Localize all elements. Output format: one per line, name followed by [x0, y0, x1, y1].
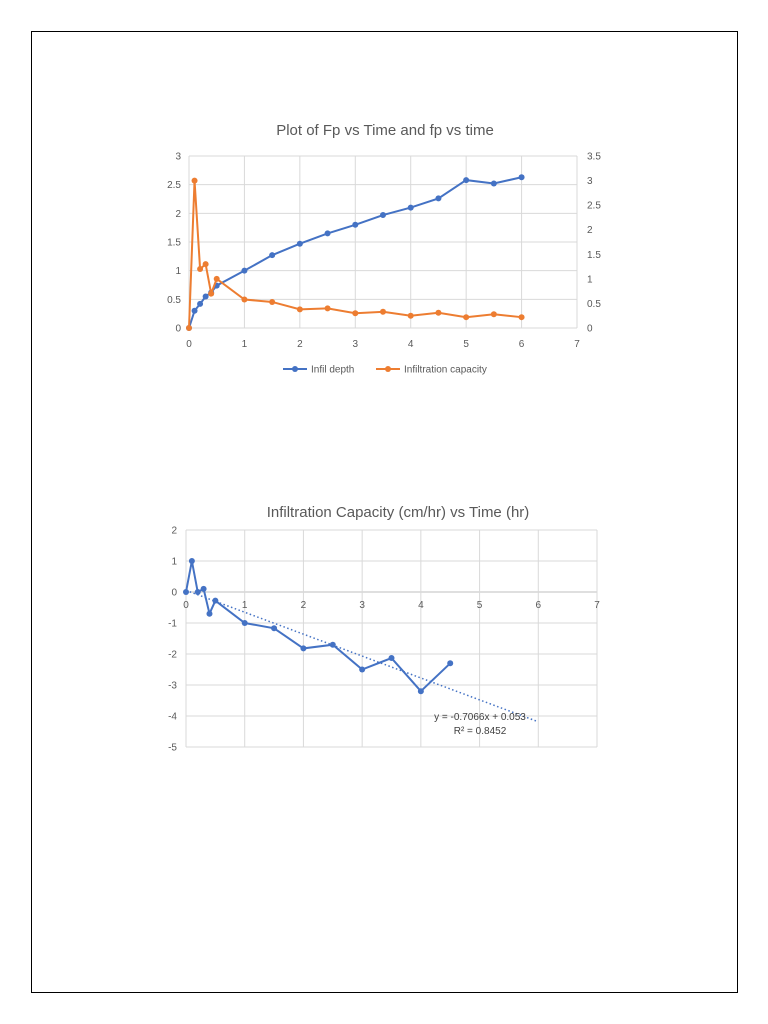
- x-tick-label: 5: [477, 600, 483, 611]
- data-point: [197, 300, 204, 307]
- y-right-tick-label: 3: [587, 176, 593, 187]
- y-left-tick-label: 2: [175, 209, 181, 220]
- y-tick-label: 1: [171, 557, 177, 568]
- x-tick-label: 6: [519, 339, 525, 350]
- data-point: [194, 589, 201, 595]
- y-right-tick-label: 1: [587, 274, 593, 285]
- data-point: [417, 688, 424, 695]
- data-point: [269, 298, 276, 305]
- x-tick-label: 4: [408, 339, 414, 350]
- data-point: [407, 204, 414, 211]
- data-point: [241, 267, 248, 274]
- x-tick-label: 2: [297, 339, 303, 350]
- x-tick-label: 6: [536, 600, 542, 611]
- data-point: [518, 314, 525, 321]
- y-tick-label: -5: [168, 743, 177, 754]
- data-point: [191, 177, 198, 184]
- y-left-tick-label: 3: [175, 152, 181, 163]
- y-left-tick-label: 1.5: [167, 238, 181, 249]
- y-right-tick-label: 3.5: [587, 152, 601, 163]
- data-point: [202, 261, 209, 268]
- data-point: [518, 174, 525, 181]
- data-point: [407, 312, 414, 319]
- data-point: [271, 625, 278, 632]
- x-tick-label: 4: [418, 600, 424, 611]
- data-point: [352, 310, 359, 317]
- data-point: [380, 212, 386, 219]
- y-right-tick-label: 0: [587, 324, 593, 335]
- data-point: [183, 589, 189, 595]
- data-point: [300, 645, 307, 652]
- x-tick-label: 3: [353, 339, 359, 350]
- y-right-tick-label: 2.5: [587, 201, 601, 212]
- y-right-tick-label: 2: [587, 225, 593, 236]
- data-point: [269, 252, 276, 259]
- legend-marker: [385, 366, 391, 372]
- x-tick-label: 0: [186, 339, 192, 350]
- x-tick-label: 2: [301, 600, 307, 611]
- y-tick-label: 0: [171, 588, 177, 599]
- y-tick-label: -1: [168, 619, 177, 630]
- x-tick-label: 0: [183, 600, 189, 611]
- data-point: [324, 305, 331, 312]
- chart-title: Infiltration Capacity (cm/hr) vs Time (h…: [267, 504, 530, 521]
- data-point: [296, 306, 303, 313]
- data-point: [208, 290, 215, 297]
- data-point: [186, 325, 192, 331]
- data-point: [206, 610, 213, 617]
- y-left-tick-label: 2.5: [167, 180, 181, 191]
- y-right-tick-label: 1.5: [587, 250, 601, 261]
- data-point: [447, 660, 454, 667]
- data-point: [435, 195, 442, 202]
- x-tick-label: 7: [574, 339, 580, 350]
- x-tick-label: 3: [359, 600, 365, 611]
- data-point: [200, 585, 207, 592]
- data-point: [463, 314, 470, 321]
- trendline-equation: y = -0.7066x + 0.053: [434, 712, 526, 723]
- data-point: [435, 309, 442, 316]
- y-left-tick-label: 0: [175, 324, 181, 335]
- data-point: [188, 558, 195, 564]
- data-point: [241, 296, 248, 303]
- y-right-tick-label: 0.5: [587, 299, 601, 310]
- data-point: [329, 641, 336, 648]
- legend-label: Infiltration capacity: [404, 365, 487, 376]
- data-point: [213, 275, 220, 282]
- y-tick-label: 2: [171, 526, 177, 537]
- data-point: [191, 307, 198, 314]
- data-point: [490, 311, 497, 318]
- data-point: [202, 293, 209, 300]
- data-point: [212, 597, 219, 604]
- data-point: [296, 240, 303, 247]
- data-point: [197, 266, 204, 273]
- chart-fp-vs-time: Plot of Fp vs Time and fp vs time 0 0.5 1 1…: [167, 122, 601, 376]
- y-left-tick-label: 0.5: [167, 295, 181, 306]
- data-point: [380, 308, 386, 315]
- data-point: [388, 655, 395, 662]
- data-point: [352, 221, 359, 228]
- chart-infiltration-capacity-vs-time: Infiltration Capacity (cm/hr) vs Time (h…: [168, 504, 600, 754]
- data-point: [359, 666, 366, 673]
- page-border: [31, 31, 738, 993]
- series-line-1: [185, 560, 451, 693]
- legend-label: Infil depth: [311, 365, 354, 376]
- y-tick-label: -2: [168, 650, 177, 661]
- y-tick-label: -4: [168, 712, 177, 723]
- chart-legend: Infil depth Infiltration capacity: [283, 365, 487, 376]
- x-tick-label: 5: [463, 339, 469, 350]
- x-tick-label: 7: [594, 600, 600, 611]
- x-tick-label: 1: [242, 600, 248, 611]
- x-tick-label: 1: [242, 339, 248, 350]
- y-tick-label: -3: [168, 681, 177, 692]
- data-point: [241, 620, 248, 626]
- data-point: [490, 180, 497, 187]
- legend-marker: [292, 366, 298, 372]
- trendline-r-squared: R² = 0.8452: [454, 726, 507, 737]
- y-left-tick-label: 1: [175, 266, 181, 277]
- data-point: [463, 177, 470, 184]
- chart-title: Plot of Fp vs Time and fp vs time: [276, 122, 494, 139]
- trendline: [185, 589, 539, 723]
- data-point: [324, 230, 331, 237]
